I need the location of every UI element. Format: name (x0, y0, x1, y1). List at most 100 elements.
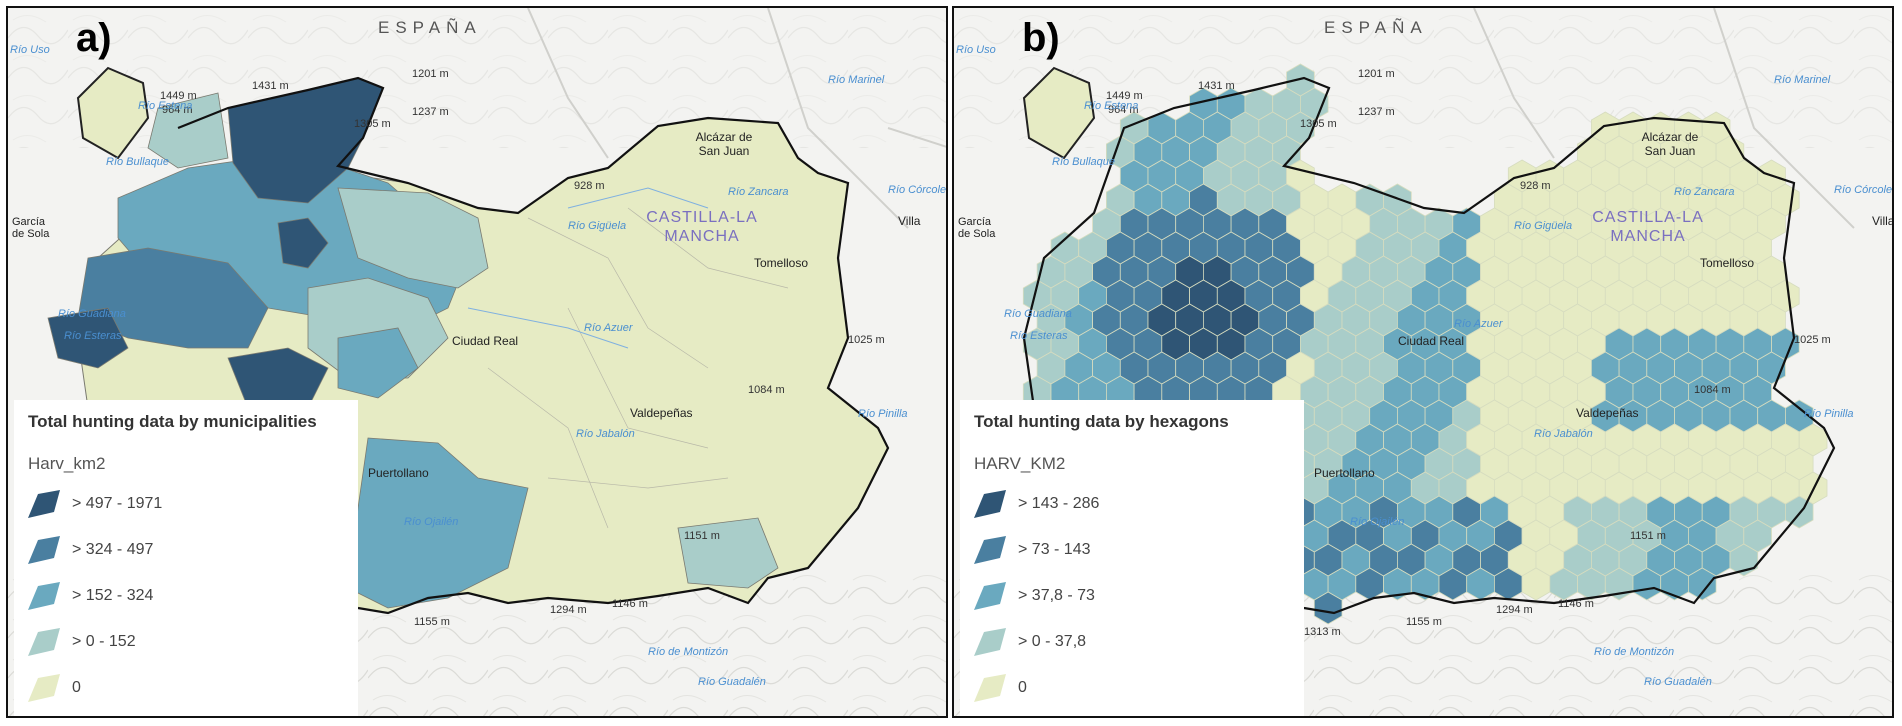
hexagon-cell (1313, 591, 1343, 625)
city-ciudad-real: Ciudad Real (452, 334, 519, 348)
place-garcia-sola: García de Sola (958, 216, 996, 240)
hexagon-cell (1688, 567, 1717, 601)
river-label: Río Marinel (1774, 74, 1831, 86)
legend-municipalities: Total hunting data by municipalities Har… (14, 400, 358, 716)
region-label: CASTILLA-LA MANCHA (1592, 209, 1704, 245)
legend-swatch (974, 628, 1006, 656)
river-label: Río Guadiana (58, 308, 126, 320)
elevation-label: 1084 m (748, 384, 785, 396)
river-label: Río Jabalón (576, 428, 635, 440)
legend-swatch (28, 536, 60, 564)
city-ciudad-real: Ciudad Real (1398, 334, 1465, 348)
city-puertollano: Puertollano (1314, 466, 1375, 480)
elevation-label: 1155 m (1406, 616, 1442, 628)
river-label: Río Gigüela (568, 220, 627, 232)
legend-label: > 0 - 37,8 (1018, 633, 1087, 650)
elevation-label: 1025 m (848, 334, 885, 346)
elevation-label: 1237 m (1358, 106, 1395, 118)
legend-field-name: Harv_km2 (28, 454, 106, 473)
river-label: Río Ojailén (1350, 516, 1405, 528)
river-label: Río Gigüela (1514, 220, 1573, 232)
elevation-label: 1146 m (612, 598, 648, 610)
elevation-label: 1155 m (414, 616, 450, 628)
river-label: Río Esteras (1010, 330, 1068, 342)
river-label: Río Estena (138, 100, 193, 112)
legend-item: 0 (28, 672, 344, 704)
legend-item: > 73 - 143 (974, 534, 1290, 566)
legend-label: > 497 - 1971 (72, 495, 163, 512)
city-alcazar: Alcázar de San Juan (695, 130, 753, 158)
elevation-label: 1201 m (1358, 68, 1395, 80)
elevation-label: 1201 m (412, 68, 449, 80)
city-puertollano: Puertollano (368, 466, 429, 480)
river-label: Río Azuer (1454, 318, 1503, 330)
elevation-label: 964 m (1108, 104, 1139, 116)
legend-swatch (974, 490, 1006, 518)
elevation-label: 928 m (1520, 180, 1551, 192)
elevation-label: 1146 m (1558, 598, 1594, 610)
river-label: Río Azuer (584, 322, 633, 334)
legend-swatch (974, 674, 1006, 702)
legend-hexagons: Total hunting data by hexagons HARV_KM2 … (960, 400, 1304, 716)
legend-item: > 324 - 497 (28, 534, 344, 566)
legend-item: 0 (974, 672, 1290, 704)
legend-swatch (974, 582, 1006, 610)
legend-item: > 152 - 324 (28, 580, 344, 612)
region-label: CASTILLA-LA MANCHA (646, 209, 758, 245)
legend-item: > 497 - 1971 (28, 488, 344, 520)
panel-letter: b) (1022, 16, 1060, 60)
legend-swatch (28, 674, 60, 702)
river-label: Río Bullaque (1052, 156, 1115, 168)
elevation-label: 1449 m (160, 90, 197, 102)
legend-label: > 324 - 497 (72, 541, 154, 558)
river-label: Río Esteras (64, 330, 122, 342)
city-alcazar: Alcázar de San Juan (1641, 130, 1699, 158)
legend-label: > 73 - 143 (1018, 541, 1091, 558)
legend-swatch (974, 536, 1006, 564)
river-label: Río Zancara (1674, 186, 1735, 198)
elevation-label: 1025 m (1794, 334, 1831, 346)
city-villa: Villa (1872, 214, 1894, 228)
river-label: Río Zancara (728, 186, 789, 198)
legend-label: 0 (72, 679, 81, 696)
legend-label: > 152 - 324 (72, 587, 154, 604)
legend-item: > 37,8 - 73 (974, 580, 1290, 612)
city-tomelloso: Tomelloso (754, 256, 809, 270)
panel-letter: a) (76, 16, 112, 60)
place-garcia-sola: García de Sola (12, 216, 50, 240)
city-villa: Villa (898, 214, 921, 228)
legend-label: > 37,8 - 73 (1018, 587, 1095, 604)
river-label: Río Estena (1084, 100, 1139, 112)
legend-swatch (28, 490, 60, 518)
river-label: Río Córcoles (888, 184, 948, 196)
elevation-label: 1431 m (1198, 80, 1235, 92)
river-label: Río Bullaque (106, 156, 169, 168)
river-label: Río Guadiana (1004, 308, 1072, 320)
elevation-label: 1294 m (550, 604, 587, 616)
elevation-label: 1151 m (684, 530, 720, 542)
elevation-label: 1151 m (1630, 530, 1666, 542)
elevation-label: 1313 m (1304, 626, 1341, 638)
elevation-label: 1431 m (252, 80, 289, 92)
elevation-label: 1305 m (354, 118, 391, 130)
river-label: Río de Montizón (1594, 646, 1675, 658)
country-label: ESPAÑA (1324, 18, 1428, 37)
elevation-label: 1294 m (1496, 604, 1533, 616)
legend-label: 0 (1018, 679, 1027, 696)
elevation-label: 928 m (574, 180, 605, 192)
map-panel-hexagons: b) ESPAÑA 1201 m 1431 m 1449 m 964 m 123… (952, 6, 1894, 718)
legend-title: Total hunting data by hexagons (974, 412, 1229, 431)
legend-item: > 143 - 286 (974, 488, 1290, 520)
city-tomelloso: Tomelloso (1700, 256, 1755, 270)
elevation-label: 1449 m (1106, 90, 1143, 102)
legend-label: > 143 - 286 (1018, 495, 1100, 512)
legend-item: > 0 - 37,8 (974, 626, 1290, 658)
river-label: Río Guadalén (1644, 676, 1712, 688)
river-label: Río Marinel (828, 74, 885, 86)
elevation-label: 1084 m (1694, 384, 1731, 396)
river-label: Río de Montizón (648, 646, 729, 658)
legend-item: > 0 - 152 (28, 626, 344, 658)
river-label: Río Pinilla (858, 408, 908, 420)
legend-label: > 0 - 152 (72, 633, 136, 650)
river-label: Río Uso (956, 44, 996, 56)
